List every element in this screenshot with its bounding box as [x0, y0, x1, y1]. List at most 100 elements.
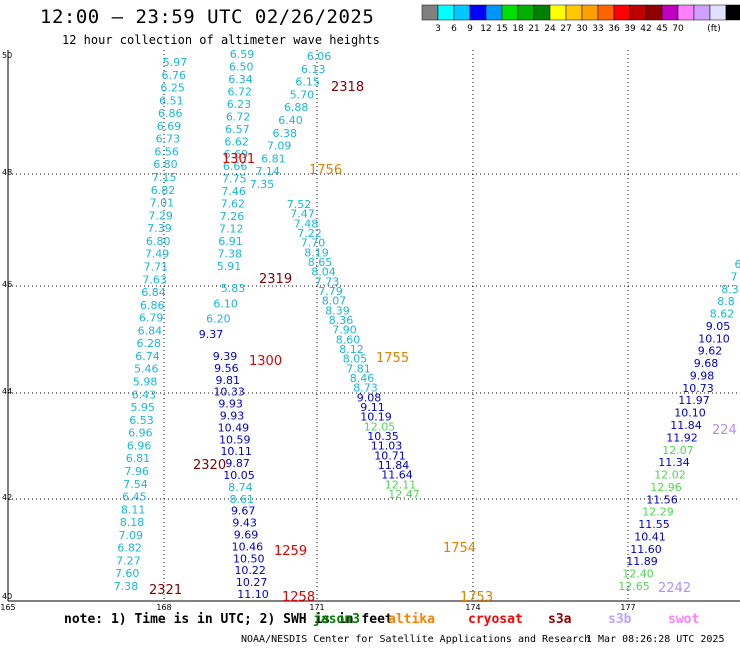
legend-label: 24	[544, 24, 556, 34]
swh-value: 7.22	[297, 227, 322, 240]
swh-value: 8.39	[325, 304, 350, 317]
legend-swatch	[533, 4, 551, 21]
legend-label: 9	[467, 24, 473, 34]
swh-value: 8.19	[304, 246, 329, 259]
legend-label: 3	[435, 24, 441, 34]
y-tick-label: 44	[2, 387, 12, 396]
swh-value: 9.37	[199, 328, 224, 341]
swh-value: 10.27	[236, 576, 268, 589]
pass-time-label: 2242	[658, 581, 691, 596]
swh-value: 7.12	[219, 223, 244, 236]
swh-value: 9.05	[706, 320, 731, 333]
swh-value: 11.84	[378, 459, 410, 472]
legend-label: 12	[480, 24, 491, 34]
pass-time-labels: 2318 1301 1756 2319 1755 1300 2320 1259 1754 2321…	[149, 80, 737, 605]
legend-swatch	[597, 4, 615, 21]
swh-value: 10.50	[233, 552, 265, 565]
legend-swatch	[645, 4, 663, 21]
track: 5.83 6.10 6.20 9.37	[199, 282, 246, 341]
swh-value: 10.05	[223, 469, 255, 482]
y-tick-label: 40	[2, 592, 12, 601]
swh-value: 7.26	[220, 210, 245, 223]
x-tick-label: 168	[156, 603, 171, 612]
swh-value: 7.60	[115, 567, 140, 580]
legend-swatch	[485, 4, 503, 21]
legend-label: 70	[672, 24, 684, 34]
y-tick-label: 42	[2, 493, 12, 502]
satellite-name: s3a	[548, 612, 572, 627]
pass-time-label: 1300	[249, 354, 282, 369]
legend-label: 45	[656, 24, 667, 34]
color-legend: 3 6 9 12 15 18 21 24 27 30 33 36 39 42 45 70 (ft)	[421, 4, 740, 34]
credit-line: NOAA/NESDIS Center for Satellite Applica…	[241, 634, 591, 645]
swh-value: 9.11	[360, 401, 385, 414]
swh-value: 7.62	[221, 198, 246, 211]
legend-swatch	[725, 4, 740, 21]
swh-value: 10.10	[674, 407, 706, 420]
legend-swatch	[565, 4, 583, 21]
swh-value: 9.68	[694, 357, 719, 370]
swh-value: 10.10	[698, 332, 730, 345]
altimeter-tracks: 5.976.766.256.516.866.696.736.566.807.15…	[114, 48, 740, 601]
legend-swatch	[661, 4, 679, 21]
swh-value: 10.33	[213, 386, 245, 399]
axis-tick-labels: 50 48 46 44 42 40 165 168 171 174 177	[0, 51, 635, 612]
swh-value: 6.10	[213, 297, 238, 310]
y-tick-label: 50	[2, 51, 12, 60]
satellite-name: s3b	[608, 612, 632, 627]
swh-value: 8.11	[121, 503, 146, 516]
swh-value: 6.69	[224, 148, 249, 161]
swh-value: 12.96	[650, 481, 682, 494]
swh-value: 7.46	[221, 185, 246, 198]
swh-value: 7.79	[318, 285, 343, 298]
satellite-name: jason3	[313, 612, 360, 627]
swh-value: 6.86	[140, 299, 165, 312]
swh-value: 8.8	[717, 295, 735, 308]
swh-value: 6.50	[229, 60, 254, 73]
legend-swatch	[709, 4, 727, 21]
swh-value: 6.06	[307, 50, 332, 63]
swh-value: 7.39	[147, 222, 172, 235]
pass-time-label: 1301	[222, 152, 255, 167]
swh-value: 6.81	[261, 152, 286, 165]
legend-label: 36	[608, 24, 620, 34]
swh-value: 11.56	[646, 493, 678, 506]
legend-swatch	[693, 4, 711, 21]
swh-value: 6.91	[218, 235, 243, 248]
swh-value: 7.63	[142, 273, 167, 286]
swh-value: 7.48	[294, 217, 319, 230]
swh-value: 11.89	[626, 555, 658, 568]
satellite-name: cryosat	[468, 612, 523, 627]
legend-swatch	[581, 4, 599, 21]
swh-value: 6.51	[159, 94, 184, 107]
swh-value: 6.72	[227, 85, 252, 98]
legend-swatch	[421, 4, 439, 21]
swh-value: 6.84	[138, 324, 163, 337]
y-tick-label: 46	[2, 280, 12, 289]
swh-value: 9.08	[357, 391, 382, 404]
swh-value: 10.71	[374, 449, 406, 462]
swh-value: 6.96	[127, 439, 152, 452]
swh-value: 10.11	[220, 445, 252, 458]
y-tick-label: 48	[2, 168, 12, 177]
swh-value: 5.91	[217, 260, 242, 273]
swh-value: 12.11	[385, 478, 417, 491]
legend-swatch	[613, 4, 631, 21]
swh-value: 10.22	[234, 564, 266, 577]
swh-value: 5.95	[130, 401, 155, 414]
swh-value: 9.62	[698, 345, 723, 358]
swh-value: 11.92	[666, 431, 698, 444]
swh-value: 8.46	[350, 372, 375, 385]
track: 6.596.506.346.726.236.726.576.626.696.66…	[217, 48, 255, 273]
swh-value: 9.39	[213, 350, 238, 363]
legend-label: (ft)	[707, 24, 721, 34]
page-title: 12:00 – 23:59 UTC 02/26/2025	[40, 6, 375, 28]
swh-value: 8.74	[228, 481, 253, 494]
track: 9.399.569.8110.339.939.9310.4910.5910.11…	[213, 350, 269, 601]
track: 5.976.766.256.516.866.696.736.566.807.15…	[114, 56, 188, 593]
swh-value: 7.75	[222, 173, 247, 186]
swh-value: 8.65	[308, 256, 333, 269]
swh-value: 6.80	[146, 235, 171, 248]
swh-value: 7.71	[144, 260, 169, 273]
track: 6.066.136.155.706.886.406.387.096.817.14…	[250, 50, 332, 191]
